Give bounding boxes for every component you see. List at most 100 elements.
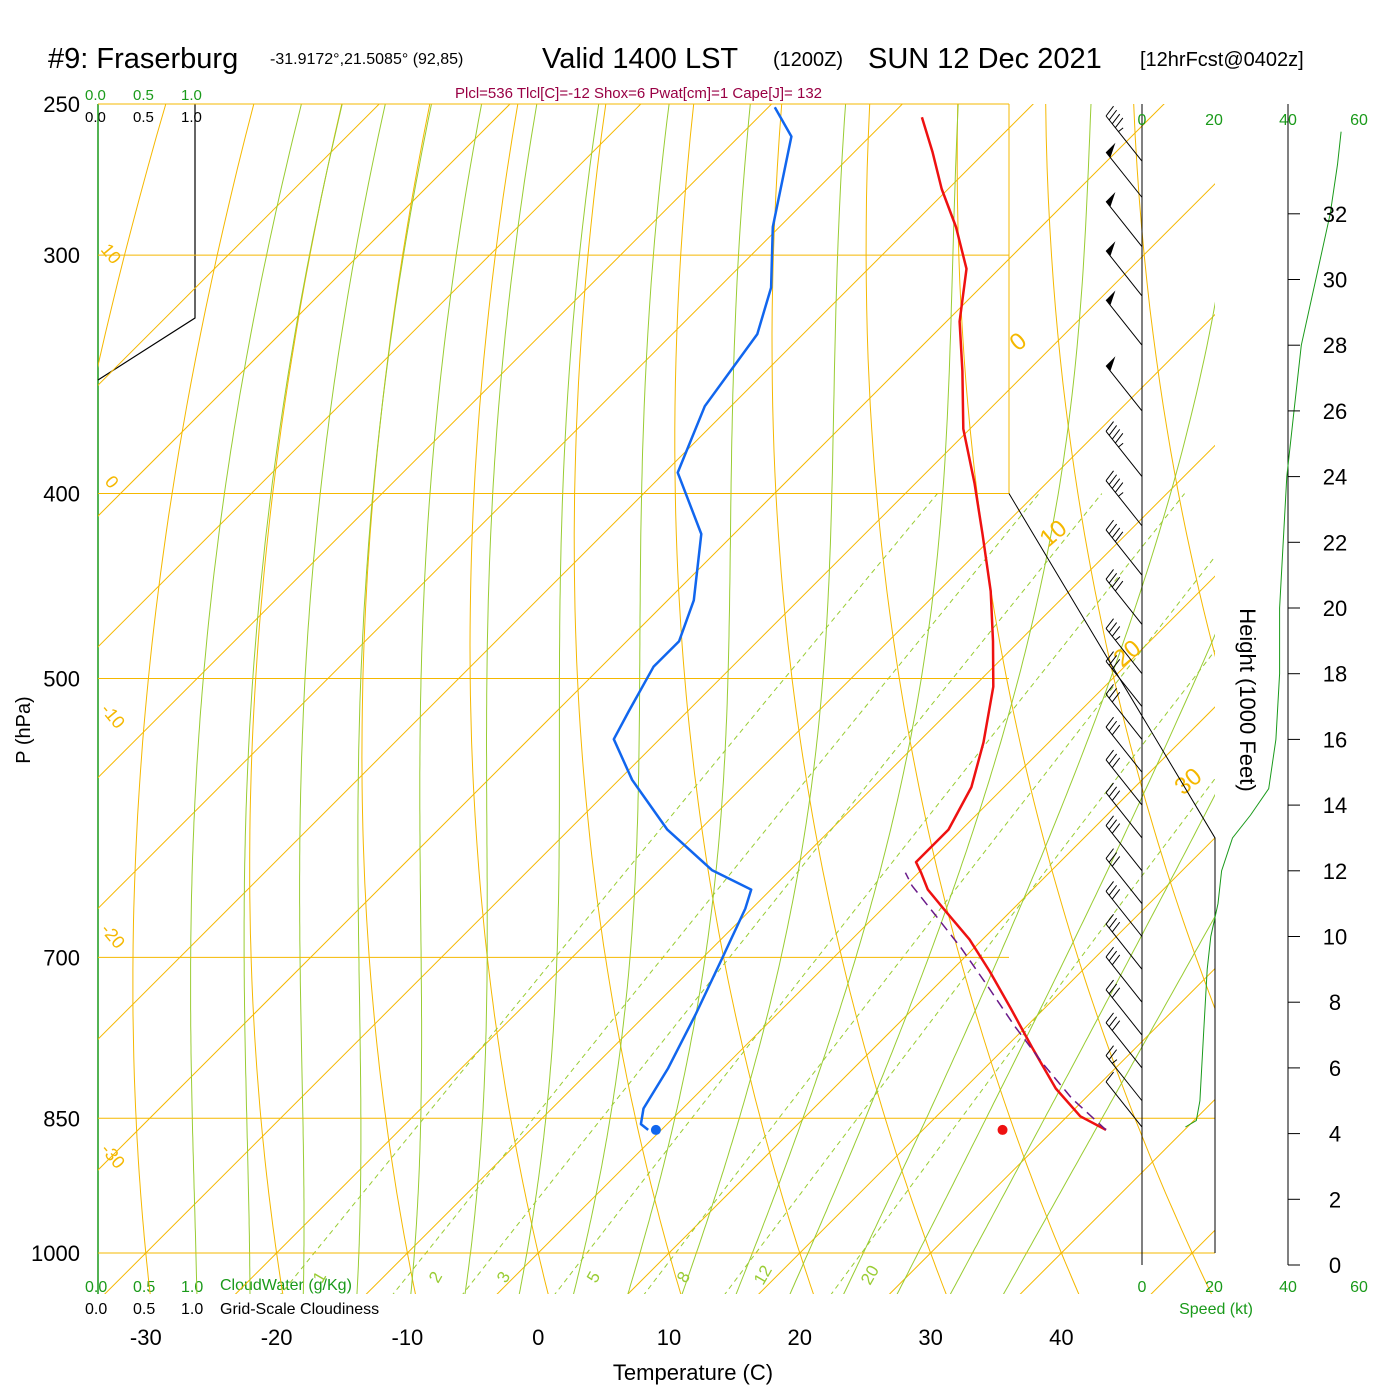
wind-barb-feather [1114, 117, 1124, 129]
wind-barb-pennant [1106, 290, 1116, 306]
height-tick-label: 22 [1323, 530, 1347, 555]
mixing-ratio-line [643, 555, 1215, 1294]
wind-barb-feather [1111, 691, 1121, 703]
wind-barb [1105, 923, 1143, 970]
dry-adiabat-line [674, 104, 814, 1294]
wind-barb-feather [1108, 917, 1118, 929]
speed-tick: 0 [1138, 112, 1147, 129]
height-tick-label: 16 [1323, 727, 1347, 752]
wind-barb-half-feather [1118, 442, 1124, 448]
moist-adiabat-line [843, 301, 1215, 1294]
height-tick-label: 6 [1329, 1056, 1341, 1081]
speed-tick: 20 [1205, 112, 1223, 129]
isotherm-line [98, 104, 904, 910]
wind-barb [1105, 480, 1143, 527]
moist-adiabat-line [1002, 915, 1215, 1294]
cloudiness-tick: 0.0 [85, 109, 106, 126]
wind-barb-feather [1108, 819, 1118, 830]
wind-barb [1105, 1055, 1143, 1102]
wind-barb-feather [1105, 105, 1114, 117]
dry-adiabat-line [573, 104, 682, 1294]
mixing-ratio-line [462, 493, 1103, 1294]
wind-barb-feather [1111, 576, 1121, 588]
wind-barb-feather [1111, 113, 1121, 125]
wind-barb-feather [1108, 109, 1118, 121]
moist-adiabat-line [735, 104, 959, 1294]
wind-barb-feather [1105, 470, 1114, 481]
wind-barb-feather [1108, 852, 1118, 863]
wind-barb-feather [1108, 687, 1118, 699]
moist-adiabat-line [464, 104, 538, 1294]
mixing-ratio-line [724, 649, 1215, 1294]
site-coords: -31.9172°,21.5085° (92,85) [270, 51, 463, 68]
y-tick-label: 400 [43, 482, 80, 507]
temperature-axis: -30 -20 -10 0 10 20 30 40 [130, 1325, 1074, 1350]
wind-barb [1105, 890, 1143, 937]
wind-barb-feather [1105, 749, 1114, 761]
isotherm-line [104, 183, 1215, 1294]
dewpoint-line [612, 106, 793, 1131]
wind-barb-feather [1111, 478, 1121, 489]
moist-adiabat-line [573, 104, 670, 1294]
wind-barb-feather [1111, 1020, 1121, 1031]
wind-barb-pennant [1106, 191, 1116, 207]
x-tick-label: -30 [130, 1325, 162, 1350]
terrain-boundary-line [1008, 493, 1216, 1253]
wind-barb [1105, 365, 1143, 412]
wind-barb-feather [1105, 519, 1114, 531]
x-tick-label: 40 [1049, 1325, 1073, 1350]
dry-adiabat-line [865, 104, 1080, 1294]
cloudiness-tick: 1.0 [181, 109, 202, 126]
wind-barb-pennant [1106, 142, 1116, 158]
dry-adiabat-line [361, 104, 431, 1294]
cloudwater-tick: 1.0 [181, 1279, 203, 1296]
mixing-ratio-label: 2 [425, 1268, 446, 1286]
height-tick-label: 14 [1323, 793, 1347, 818]
wind-barb-feather [1108, 885, 1118, 896]
mixing-ratio-line [830, 777, 1215, 1294]
wind-barb [1105, 956, 1143, 1003]
dry-adiabat-labels: 10 0 -10 -20 -30 0 10 20 30 [97, 240, 1207, 1173]
y-tick-label: 500 [43, 667, 80, 692]
wind-barb-feather [1105, 1071, 1114, 1083]
isotherm-line [98, 104, 773, 779]
wind-barb-half-feather [1111, 1059, 1118, 1064]
cloudiness-label: Grid-Scale Cloudiness [220, 1301, 379, 1318]
wind-barb-feather [1108, 786, 1118, 797]
y-tick-label: 1000 [31, 1241, 80, 1266]
moist-adiabat-line [356, 104, 433, 1294]
pressure-axis: 250 300 400 500 700 850 1000 [31, 92, 80, 1266]
wind-barb-feather [1105, 848, 1114, 859]
dry-adiabat-line [132, 104, 255, 1294]
wind-barb [1105, 989, 1143, 1036]
wind-barb-feather [1105, 881, 1114, 892]
y-tick-label: 700 [43, 945, 80, 970]
height-tick-label: 20 [1323, 596, 1347, 621]
wind-barb-feather [1108, 425, 1118, 436]
isotherm-line [98, 104, 1165, 1171]
cloudiness-tick: 0.5 [133, 1301, 155, 1318]
wind-barb-feather [1111, 921, 1121, 933]
mixing-ratio-label: 8 [673, 1268, 694, 1286]
height-tick-label: 26 [1323, 399, 1347, 424]
mixing-ratio-line [554, 493, 1185, 1294]
mixing-ratio-line [280, 493, 938, 1294]
wind-barb [1105, 1081, 1143, 1128]
wind-panel [1008, 104, 1342, 1265]
speed-tick: 40 [1279, 112, 1297, 129]
wind-barb-feather [1105, 421, 1114, 432]
x-tick-label: 20 [788, 1325, 812, 1350]
valid-time: Valid 1400 LST [542, 43, 738, 75]
height-tick-label: 8 [1329, 990, 1341, 1015]
wind-barb-feather [1105, 1045, 1114, 1056]
wind-barb-feather [1108, 655, 1118, 666]
mixing-ratio-label: 12 [750, 1262, 776, 1288]
wind-barb-feather [1111, 888, 1121, 900]
wind-barb [1105, 825, 1143, 872]
y-tick-label: 250 [43, 92, 80, 117]
cloudwater-tick: 0.0 [85, 87, 106, 104]
mixing-ratio-lines [280, 493, 1215, 1294]
temperature-line [914, 116, 1107, 1132]
